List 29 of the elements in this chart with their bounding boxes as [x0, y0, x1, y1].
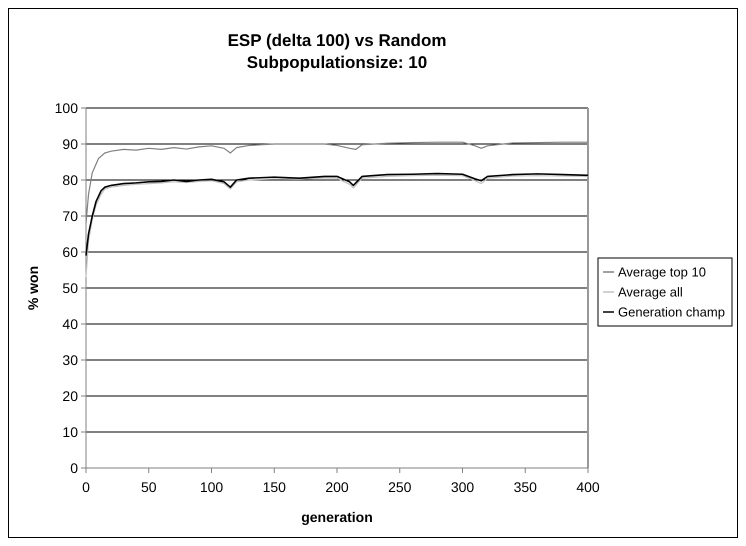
- x-tick-label: 0: [82, 479, 90, 495]
- line-series: [85, 172, 589, 256]
- legend-label: Average top 10: [618, 264, 706, 280]
- y-tick-label: 80: [62, 172, 78, 188]
- y-tick-label: 100: [54, 100, 78, 116]
- x-tick-label: 250: [388, 479, 412, 495]
- legend-label: Average all: [618, 284, 683, 300]
- x-tick-label: 50: [140, 479, 157, 495]
- x-tick-label: 150: [262, 479, 286, 495]
- y-tick-label: 40: [62, 316, 78, 332]
- x-tick-label: 200: [325, 479, 349, 495]
- x-tick-label: 100: [200, 479, 224, 495]
- x-tick-label: 350: [514, 479, 538, 495]
- y-tick-label: 30: [62, 352, 78, 368]
- chart-title: ESP (delta 100) vs Random: [228, 31, 446, 50]
- y-axis-title: % won: [25, 266, 41, 310]
- y-tick-label: 90: [62, 136, 78, 152]
- y-tick-label: 70: [62, 208, 78, 224]
- y-tick-label: 60: [62, 244, 78, 260]
- legend-label: Generation champ: [618, 304, 725, 320]
- x-tick-label: 300: [450, 479, 474, 495]
- y-tick-label: 10: [62, 424, 78, 440]
- y-tick-label: 50: [62, 280, 78, 296]
- y-tick-label: 0: [70, 460, 78, 476]
- chart-subtitle: Subpopulationsize: 10: [246, 53, 428, 72]
- y-tick-label: 20: [62, 388, 78, 404]
- line-series: [85, 174, 589, 278]
- x-tick-label: 400: [576, 479, 600, 495]
- x-axis-title: generation: [301, 509, 373, 525]
